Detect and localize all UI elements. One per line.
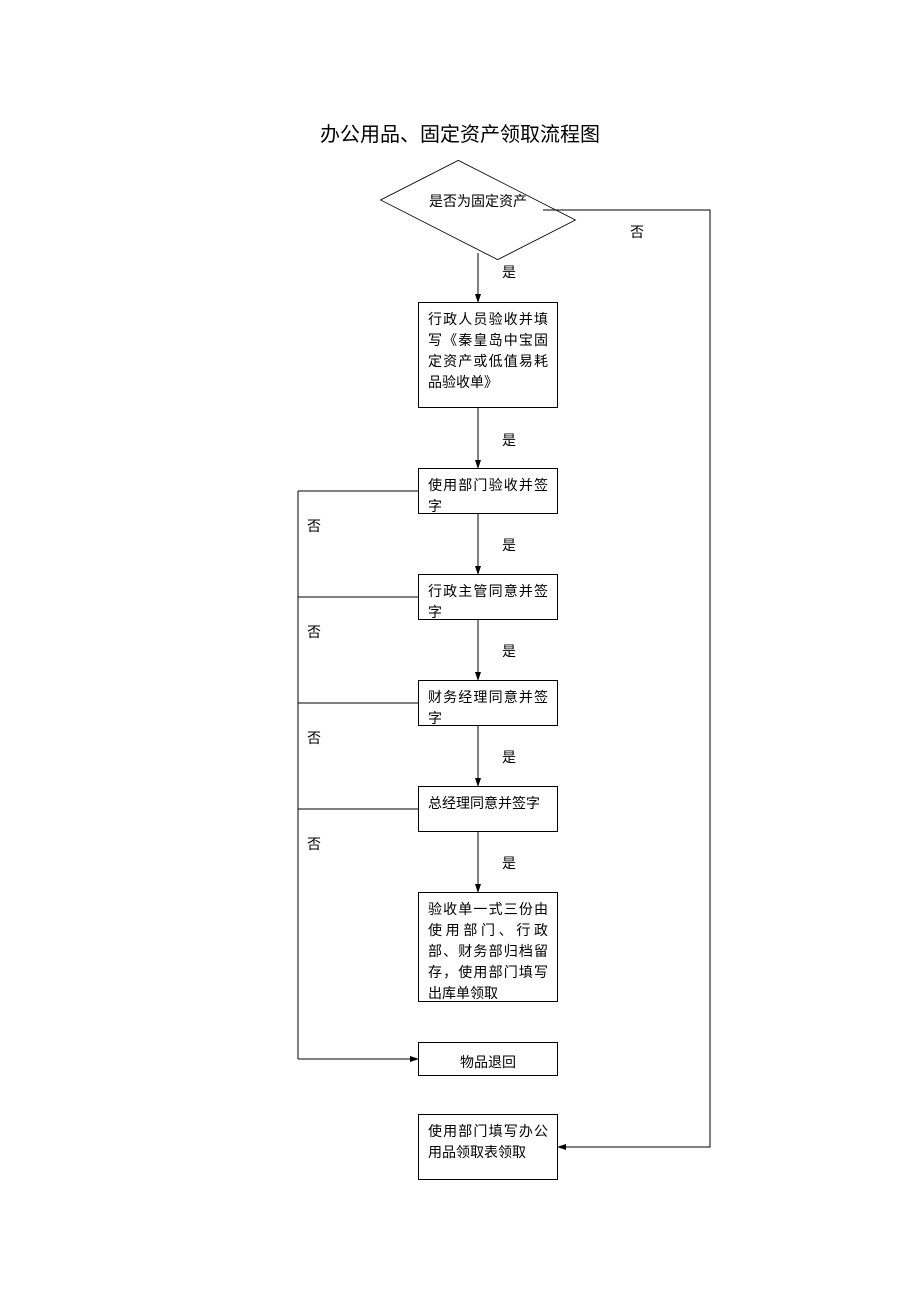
yes-label-5: 是 <box>502 747 516 767</box>
return-item-box: 物品退回 <box>418 1042 558 1076</box>
admin-sign-box: 行政主管同意并签字 <box>418 574 558 620</box>
no-label-top: 否 <box>630 222 644 242</box>
yes-label-3: 是 <box>502 535 516 555</box>
no-label-2: 否 <box>307 622 321 642</box>
page-title: 办公用品、固定资产领取流程图 <box>0 118 920 147</box>
admin-check-box: 行政人员验收并填写《秦皇岛中宝固定资产或低值易耗品验收单》 <box>418 302 558 408</box>
finance-sign-box: 财务经理同意并签字 <box>418 680 558 726</box>
yes-label-1: 是 <box>502 262 516 282</box>
gm-sign-box: 总经理同意并签字 <box>418 786 558 832</box>
decision-text: 是否为固定资产 <box>428 192 528 212</box>
office-form-box: 使用部门填写办公用品领取表领取 <box>418 1114 558 1180</box>
dept-sign-box: 使用部门验收并签字 <box>418 468 558 514</box>
no-label-1: 否 <box>307 516 321 536</box>
no-label-3: 否 <box>307 728 321 748</box>
yes-label-4: 是 <box>502 641 516 661</box>
no-label-4: 否 <box>307 834 321 854</box>
yes-label-2: 是 <box>502 430 516 450</box>
archive-box: 验收单一式三份由使用部门、行政部、财务部归档留存，使用部门填写出库单领取 <box>418 892 558 1002</box>
yes-label-6: 是 <box>502 853 516 873</box>
